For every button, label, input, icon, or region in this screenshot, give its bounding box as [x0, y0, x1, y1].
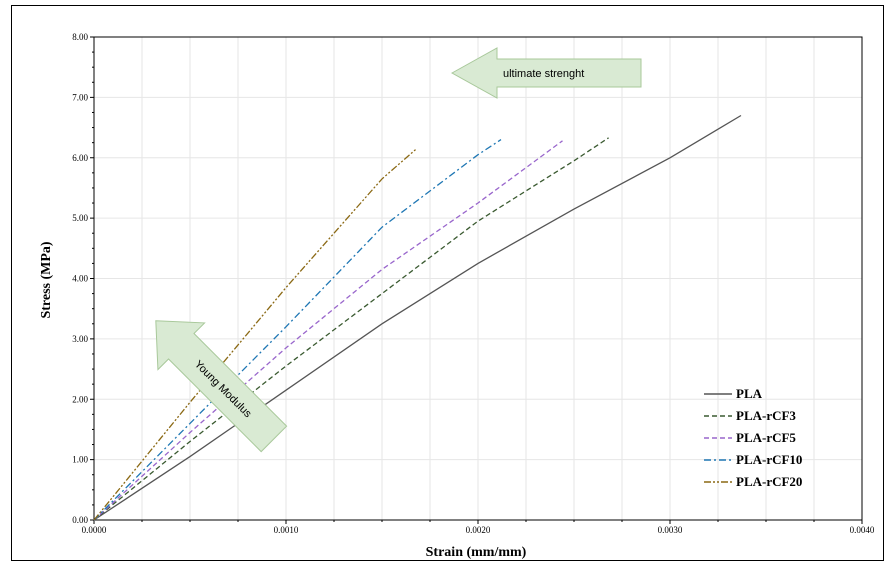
ticks: 0.00 1.00 2.00 3.00 4.00 5.00 6.00 7.00 8.00 0.00… [72, 32, 875, 535]
x-tick-label: 0.0040 [850, 525, 875, 535]
y-tick-label: 0.00 [72, 515, 88, 525]
legend-label: PLA-rCF5 [736, 430, 796, 445]
series-line-pla [93, 114, 742, 521]
x-tick-label: 0.0020 [466, 525, 491, 535]
y-tick-label: 8.00 [72, 32, 88, 42]
legend-label: PLA-rCF20 [736, 474, 802, 489]
y-tick-label: 3.00 [72, 334, 88, 344]
grid [94, 37, 862, 520]
series-line-pla-rcf5 [93, 140, 563, 521]
series-line-pla-rcf20 [93, 148, 418, 521]
ultimate-strength-label: ultimate strenght [503, 68, 584, 80]
series-line-pla-rcf3 [93, 137, 609, 521]
y-tick-label: 5.00 [72, 213, 88, 223]
legend-label: PLA-rCF3 [736, 408, 796, 423]
young-modulus-annotation: Young Modulus [155, 320, 288, 453]
y-tick-label: 4.00 [72, 274, 88, 284]
legend: PLA PLA-rCF3 PLA-rCF5 PLA-rCF10 PLA-rCF20 [704, 386, 802, 489]
y-tick-label: 7.00 [72, 92, 88, 102]
left-arrow-shape [450, 47, 642, 99]
ultimate-strength-annotation: ultimate strenght [450, 47, 642, 99]
x-tick-label: 0.0010 [274, 525, 299, 535]
legend-label: PLA [736, 386, 763, 401]
series-layer [93, 114, 742, 521]
x-tick-label: 0.0030 [658, 525, 683, 535]
x-axis-title: Strain (mm/mm) [426, 545, 527, 560]
x-tick-label: 0.0000 [82, 525, 107, 535]
y-tick-label: 6.00 [72, 153, 88, 163]
up-arrow-shape [155, 320, 288, 453]
legend-label: PLA-rCF10 [736, 452, 802, 467]
y-axis-title: Stress (MPa) [39, 241, 54, 318]
series-line-pla-rcf10 [93, 139, 502, 521]
y-tick-label: 1.00 [72, 455, 88, 465]
y-tick-label: 2.00 [72, 394, 88, 404]
